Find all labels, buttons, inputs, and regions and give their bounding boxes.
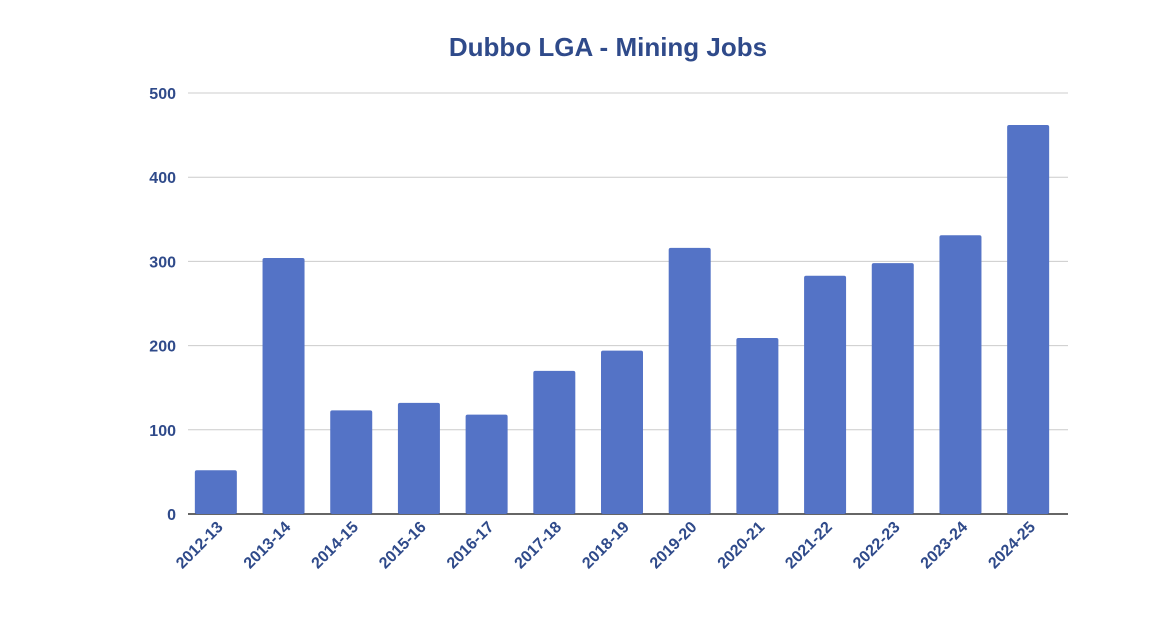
bar [939,235,982,514]
x-tick-label: 2019-20 [647,519,701,573]
bar [262,258,305,514]
x-tick-label: 2016-17 [444,519,498,573]
bar [465,414,508,514]
chart-title: Dubbo LGA - Mining Jobs [449,32,767,62]
bar [533,370,576,514]
bar [668,247,711,515]
x-tick-label: 2017-18 [512,519,566,573]
x-tick-label: 2014-15 [309,519,363,573]
bar [330,410,373,514]
x-tick-label: 2024-25 [985,519,1039,573]
x-tick-label: 2012-13 [173,519,227,573]
y-tick-label: 300 [149,254,176,271]
bar [601,350,643,514]
x-tick-label: 2018-19 [579,519,633,573]
y-tick-label: 400 [149,170,176,187]
bar [194,470,237,514]
x-tick-label: 2021-22 [782,519,836,573]
y-tick-label: 100 [149,423,176,440]
x-tick-label: 2023-24 [918,519,972,573]
bar [736,338,779,514]
y-axis-ticks: 0 100 200 300 400 500 [149,86,176,524]
bar [871,263,914,514]
y-tick-label: 0 [167,507,176,524]
bars [194,124,1050,515]
x-tick-label: 2013-14 [241,519,295,573]
bar [1007,124,1050,514]
x-tick-label: 2020-21 [715,519,769,573]
x-tick-label: 2015-16 [376,519,430,573]
y-tick-label: 500 [149,86,176,103]
x-tick-label: 2022-23 [850,519,904,573]
y-tick-label: 200 [149,339,176,356]
x-axis-ticks: 2012-13 2013-14 2014-15 2015-16 2016-17 2017-… [173,519,1039,573]
bar [397,402,440,514]
bar [804,275,847,514]
